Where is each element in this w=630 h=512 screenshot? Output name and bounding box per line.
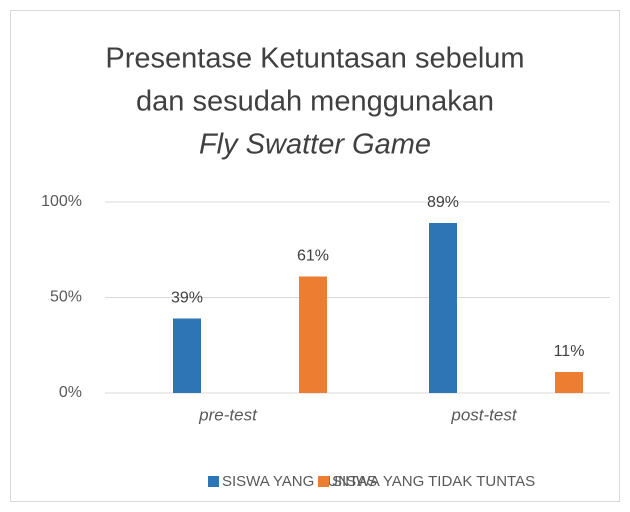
bar xyxy=(429,223,457,393)
chart-title-line: Fly Swatter Game xyxy=(199,129,431,161)
chart-title-line: Presentase Ketuntasan sebelum xyxy=(105,43,524,75)
chart-title-line: dan sesudah menggunakan xyxy=(136,86,494,118)
value-label: 61% xyxy=(297,248,329,265)
value-label: 39% xyxy=(171,290,203,307)
legend-label: SISWA YANG TIDAK TUNTAS xyxy=(332,473,535,490)
legend-swatch xyxy=(318,476,329,487)
value-label: 11% xyxy=(554,343,585,360)
x-tick-label: pre-test xyxy=(198,405,258,424)
y-tick-label: 0% xyxy=(59,384,82,401)
value-label: 89% xyxy=(427,194,459,211)
bar xyxy=(173,318,201,393)
chart-frame xyxy=(10,10,620,502)
bar xyxy=(555,371,583,393)
x-tick-label: post-test xyxy=(450,405,517,424)
bar xyxy=(299,276,327,393)
y-tick-label: 100% xyxy=(41,193,82,210)
legend-label: SISWA YANG TUNTAS xyxy=(222,473,377,490)
legend-swatch xyxy=(208,476,219,487)
y-tick-label: 50% xyxy=(50,289,82,306)
